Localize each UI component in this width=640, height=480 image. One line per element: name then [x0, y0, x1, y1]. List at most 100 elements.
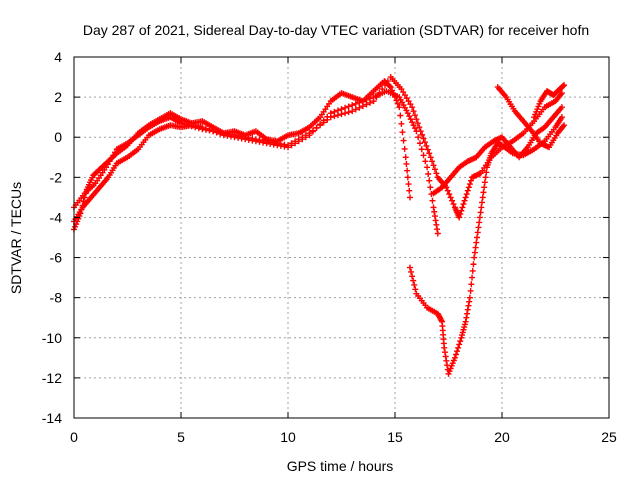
data-point	[464, 306, 471, 313]
data-point	[457, 211, 464, 218]
data-point	[342, 104, 349, 111]
data-point	[470, 261, 477, 268]
data-point	[561, 82, 568, 89]
data-point	[410, 277, 417, 284]
series-track-f	[494, 84, 568, 151]
series-track-e	[430, 104, 565, 197]
data-point	[465, 184, 472, 191]
data-point	[414, 120, 421, 127]
y-tick-label: -4	[50, 209, 63, 225]
data-point	[558, 90, 565, 97]
data-point	[431, 213, 438, 220]
data-point	[434, 226, 441, 233]
data-point	[285, 142, 291, 149]
x-tick-label: 10	[280, 429, 296, 445]
data-point	[178, 120, 184, 127]
x-tick-labels: 0 5 10 15 20 25	[70, 429, 617, 445]
data-point	[334, 112, 341, 119]
data-point	[407, 116, 414, 123]
data-point	[110, 152, 117, 159]
x-tick-label: 20	[494, 429, 510, 445]
chart-title: Day 287 of 2021, Sidereal Day-to-day VTE…	[83, 22, 589, 38]
data-point	[454, 348, 461, 355]
data-point	[411, 281, 418, 288]
data-point	[399, 129, 406, 136]
series-track-c	[71, 74, 565, 221]
data-point	[363, 101, 370, 108]
data-point	[462, 194, 469, 201]
data-point	[426, 177, 433, 184]
data-point	[409, 119, 416, 126]
data-point	[309, 127, 316, 134]
data-point	[338, 111, 345, 118]
x-tick-label: 0	[70, 429, 78, 445]
data-point	[406, 113, 413, 120]
data-point	[451, 354, 458, 361]
data-point	[471, 249, 478, 256]
y-tick-label: -8	[50, 290, 63, 306]
data-point	[410, 108, 417, 115]
y-tick-label: -6	[50, 250, 63, 266]
data-point	[415, 134, 422, 141]
data-point	[406, 264, 413, 271]
y-tick-labels: 4 2 0 -2 -4 -6 -8 -10 -12 -14	[42, 49, 62, 426]
data-point	[302, 132, 309, 139]
data-point	[433, 221, 440, 228]
data-point	[407, 101, 414, 108]
data-point	[468, 281, 475, 288]
data-point	[331, 113, 338, 120]
data-point	[447, 194, 454, 201]
data-point	[482, 174, 489, 181]
data-point	[409, 273, 416, 280]
data-point	[462, 318, 469, 325]
data-point	[404, 110, 411, 117]
data-point	[429, 158, 436, 165]
data-point	[416, 140, 423, 147]
data-point	[463, 314, 470, 321]
data-point	[401, 145, 408, 152]
y-tick-label: -12	[42, 370, 62, 386]
y-tick-label: -2	[50, 169, 63, 185]
plot-frame	[73, 56, 610, 419]
data-point	[464, 310, 471, 317]
data-point	[432, 217, 439, 224]
series-track-g	[531, 82, 568, 121]
data-point	[420, 152, 427, 159]
y-tick-label: -10	[42, 330, 62, 346]
data-point	[408, 268, 415, 275]
data-point	[376, 90, 383, 97]
data-point	[404, 174, 411, 181]
data-point	[313, 124, 320, 131]
data-point	[429, 197, 436, 204]
data-point	[359, 98, 366, 105]
data-point	[421, 139, 428, 146]
data-point	[441, 349, 448, 356]
data-point	[469, 267, 476, 274]
data-point	[404, 167, 411, 174]
data-point	[292, 138, 299, 145]
data-point	[471, 254, 478, 261]
data-point	[403, 95, 410, 102]
data-point	[373, 94, 380, 101]
data-point	[394, 100, 401, 107]
data-point	[416, 124, 423, 131]
data-point	[460, 201, 467, 208]
data-point	[442, 353, 449, 360]
data-point	[463, 191, 470, 198]
data-point	[413, 116, 420, 123]
data-point	[424, 164, 431, 171]
data-point	[477, 209, 484, 216]
series-track-d	[406, 114, 565, 377]
data-point	[467, 287, 474, 294]
data-point	[427, 154, 434, 161]
data-point	[409, 104, 416, 111]
data-point	[431, 208, 438, 215]
data-point	[476, 214, 483, 221]
data-point	[379, 86, 386, 93]
data-point	[431, 166, 438, 173]
data-point	[405, 181, 412, 188]
data-point	[338, 106, 345, 113]
data-point	[188, 123, 195, 130]
data-point	[441, 344, 448, 351]
